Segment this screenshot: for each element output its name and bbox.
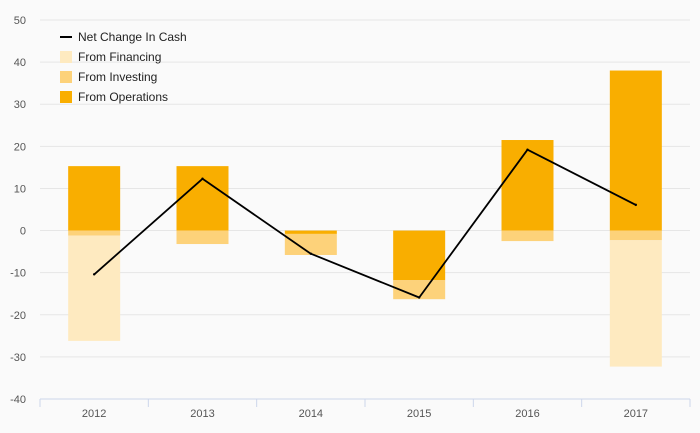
y-tick-label: -30 [10, 352, 26, 364]
y-tick-label: 0 [20, 226, 26, 238]
legend-label-operations: From Operations [78, 90, 169, 104]
x-tick-label: 2017 [624, 408, 648, 420]
y-tick-label: 40 [14, 57, 26, 69]
y-tick-label: 20 [14, 141, 26, 153]
bar-from-investing-2013[interactable] [176, 230, 229, 245]
bar-from-investing-2016[interactable] [501, 230, 554, 242]
net-change-point-2017[interactable] [634, 203, 638, 207]
y-tick-label: 10 [14, 183, 26, 195]
legend-item-net-change[interactable]: Net Change In Cash [60, 27, 187, 47]
bar-from-investing-2014[interactable] [284, 233, 337, 255]
bar-from-financing-2017[interactable] [609, 240, 662, 367]
x-tick-label: 2016 [515, 408, 539, 420]
legend-label-financing: From Financing [78, 50, 162, 64]
x-tick-label: 2014 [299, 408, 323, 420]
legend-item-operations[interactable]: From Operations [60, 87, 187, 107]
bar-from-operations-2016[interactable] [501, 140, 554, 231]
bar-from-financing-2012[interactable] [68, 235, 121, 341]
legend-swatch-investing [60, 71, 72, 83]
chart-legend: Net Change In Cash From Financing From I… [60, 27, 187, 107]
net-change-point-2013[interactable] [201, 177, 204, 180]
y-tick-label: 50 [14, 15, 26, 27]
bar-from-operations-2015[interactable] [393, 230, 446, 281]
x-tick-label: 2012 [82, 408, 106, 420]
x-tick-label: 2013 [190, 408, 214, 420]
y-tick-label: -20 [10, 310, 26, 322]
y-tick-label: 30 [14, 99, 26, 111]
bar-from-investing-2017[interactable] [609, 230, 662, 241]
legend-swatch-operations [60, 91, 72, 103]
x-tick-label: 2015 [407, 408, 431, 420]
bar-from-investing-2015[interactable] [393, 280, 446, 300]
legend-swatch-financing [60, 51, 72, 63]
net-change-point-2012[interactable] [92, 273, 96, 276]
legend-item-financing[interactable]: From Financing [60, 47, 187, 67]
net-change-point-2014[interactable] [309, 252, 313, 255]
legend-label-investing: From Investing [78, 70, 158, 84]
y-tick-label: -40 [10, 394, 26, 406]
net-change-point-2016[interactable] [526, 148, 529, 151]
bar-from-operations-2014[interactable] [284, 230, 337, 234]
bar-from-operations-2017[interactable] [609, 70, 662, 231]
net-change-line[interactable] [93, 148, 637, 299]
y-tick-label: -10 [10, 268, 26, 280]
legend-item-investing[interactable]: From Investing [60, 67, 187, 87]
legend-line-net-change [60, 36, 72, 38]
bar-from-operations-2013[interactable] [176, 166, 229, 231]
bar-from-operations-2012[interactable] [68, 166, 121, 231]
legend-label-net-change: Net Change In Cash [78, 30, 187, 44]
net-change-point-2015[interactable] [417, 296, 421, 299]
bar-from-investing-2012[interactable] [68, 230, 121, 236]
